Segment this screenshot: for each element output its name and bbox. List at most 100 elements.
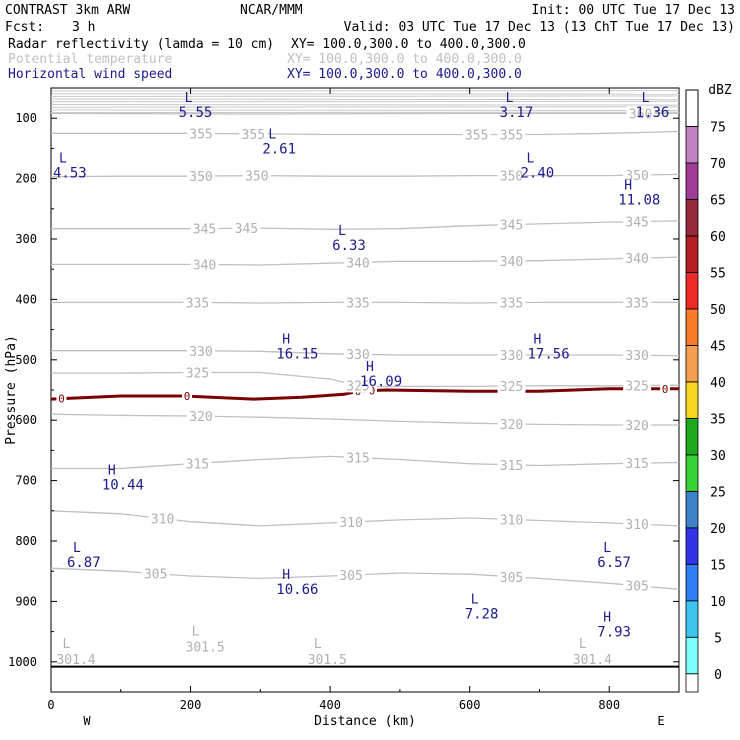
theta-extremum-letter: L: [579, 637, 587, 652]
theta-label-bg: [344, 347, 373, 362]
colorbar-label-5: 5: [714, 631, 722, 646]
theta-label-bg: [344, 255, 373, 270]
colorbar-label-20: 20: [710, 522, 726, 537]
theta-upper-contour: [50, 98, 680, 101]
theta-extremum-letter: L: [62, 637, 70, 652]
theta-label-bg: [190, 257, 219, 272]
theta-contour-label: 325: [500, 380, 523, 395]
wind-extremum-letter: L: [338, 224, 346, 239]
x-tick-label: 600: [459, 698, 481, 712]
x-axis: 0 200 400 600 800: [47, 88, 620, 712]
colorbar-swatch-20: [685, 527, 699, 565]
colorbar-label-10: 10: [710, 595, 726, 610]
wind-extremum-letter: L: [506, 91, 514, 106]
wind-extremum-letter: L: [603, 541, 611, 556]
colorbar-swatch-30: [685, 454, 699, 492]
theta-contour-label: 335: [186, 296, 209, 311]
y-tick-label: 700: [15, 474, 37, 488]
wind-extremum-letter: H: [108, 464, 116, 479]
theta-upper-contour: [50, 93, 680, 95]
colorbar-label-70: 70: [710, 157, 726, 172]
theta-contour-label: 355: [465, 129, 488, 144]
x-tick-label: 800: [598, 698, 620, 712]
theta-contour-label: 330: [346, 348, 369, 363]
theta-contour-label: 305: [500, 571, 523, 586]
wind-extremum-value: 16.09: [360, 374, 402, 390]
theta-label-bg: [148, 511, 177, 526]
y-tick-label: 800: [15, 534, 37, 548]
colorbar-swatch-75: [685, 126, 699, 164]
zero-label-bg: [182, 390, 193, 403]
theta-contour-label: 340: [625, 252, 648, 267]
colorbar-unit: dBZ: [708, 83, 732, 98]
colorbar-label-15: 15: [710, 558, 726, 573]
wind-extremum-value: 7.28: [465, 606, 499, 622]
theta-label-bg: [497, 569, 526, 584]
theta-label-bg: [623, 214, 652, 229]
theta-upper-contour: [50, 109, 680, 111]
theta-contour-345: [51, 220, 680, 230]
wind-extremum-value: 10.66: [276, 582, 318, 598]
wind-extremum-value: 3.17: [500, 105, 534, 121]
theta-label-bg: [623, 251, 652, 266]
colorbar-label-50: 50: [710, 303, 726, 318]
colorbar-label-40: 40: [710, 376, 726, 391]
theta-label-bg: [497, 253, 526, 268]
wind-extremum-value: 17.56: [527, 347, 569, 363]
theta-contour-label: 305: [339, 569, 362, 584]
y-tick-label: 500: [15, 353, 37, 367]
theta-label-bg: [183, 295, 212, 310]
theta-label-bg: [623, 456, 652, 471]
wind-extremum-value: 6.33: [332, 238, 366, 254]
field-wind-name: Horizontal wind speed: [8, 67, 172, 82]
theta-label-bg: [497, 379, 526, 394]
theta-label-bg: [623, 578, 652, 593]
theta-contour-label: 345: [235, 222, 258, 237]
field-theta-name: Potential temperature: [8, 52, 173, 67]
colorbar-swatch-35: [685, 417, 699, 456]
theta-label-bg: [626, 106, 655, 121]
y-tick-label: 1000: [8, 655, 37, 669]
zero-contour-label: 0: [662, 383, 669, 396]
theta-contour-label: 325: [186, 366, 209, 381]
colorbar-swatch-50: [685, 308, 699, 346]
theta-contour-label: 350: [189, 170, 212, 185]
colorbar-label-25: 25: [710, 485, 726, 500]
wind-extremum-value: 7.93: [597, 624, 631, 640]
theta-contour-label: 305: [625, 580, 648, 595]
colorbar-swatch-70: [685, 162, 699, 200]
wind-extremum-letter: H: [282, 333, 290, 348]
theta-contour-label: 310: [625, 518, 648, 533]
wind-extremum-letter: L: [642, 91, 650, 106]
theta-label-bg: [187, 343, 216, 358]
colorbar-label-30: 30: [710, 449, 726, 464]
theta-label-bg: [497, 168, 526, 183]
theta-contour-label: 350: [245, 170, 268, 185]
theta-contour-label: 345: [625, 216, 648, 231]
theta-contour-350: [50, 173, 680, 178]
theta-contour-labels: 305 305 305 305 310 310 310 310 315 315 315 315 320 3…: [141, 106, 655, 595]
y-tick-label: 900: [15, 594, 37, 608]
theta-contour-label: 310: [151, 513, 174, 528]
colorbar-swatch-55: [685, 272, 699, 310]
colorbar-swatch-0: [685, 673, 699, 693]
x-tick-label: 400: [319, 698, 341, 712]
theta-contour-label: 340: [500, 255, 523, 270]
colorbar-swatch-45: [685, 344, 699, 383]
theta-label-bg: [337, 514, 366, 529]
x-axis-west-label: W: [83, 714, 91, 728]
wind-extremum-value: 11.08: [618, 193, 660, 209]
theta-contour-label: 315: [625, 457, 648, 472]
wind-extremum-letter: L: [527, 151, 535, 166]
theta-contour-label: 345: [193, 223, 216, 238]
theta-extremum-letter: L: [314, 637, 322, 652]
theta-contour-label: 355: [500, 129, 523, 144]
colorbar-swatch-10: [685, 600, 699, 638]
y-tick-label: 400: [15, 292, 37, 306]
wind-extremum-letter: L: [268, 127, 276, 142]
theta-contour-label: 315: [346, 452, 369, 467]
theta-contour-label: 355: [189, 127, 212, 142]
header: CONTRAST 3km ARW NCAR/MMM Init: 00 UTC T…: [5, 3, 735, 82]
theta-label-bg: [344, 450, 373, 465]
